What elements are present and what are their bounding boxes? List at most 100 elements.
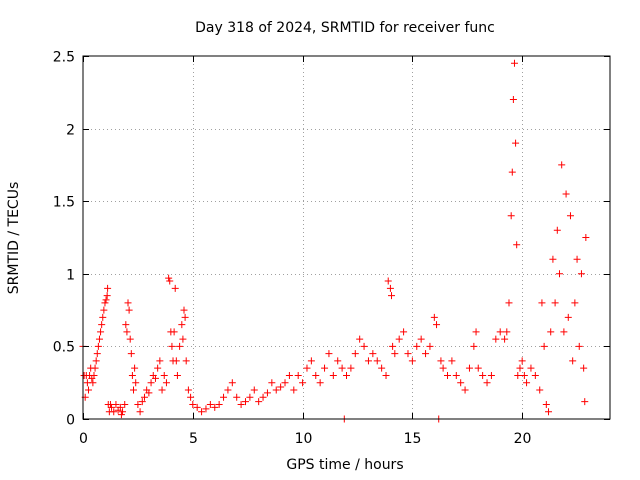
data-point <box>347 364 355 372</box>
data-point <box>303 364 311 372</box>
data-point <box>536 386 544 394</box>
data-point <box>162 379 170 387</box>
data-point <box>184 386 192 394</box>
data-point <box>520 371 528 379</box>
data-point <box>121 400 129 408</box>
data-point <box>334 357 342 365</box>
data-point <box>496 328 504 336</box>
data-point <box>564 313 572 321</box>
x-axis-label: GPS time / hours <box>286 457 403 473</box>
data-point <box>206 400 214 408</box>
data-point <box>329 371 337 379</box>
data-point <box>281 379 289 387</box>
data-point <box>413 342 421 350</box>
data-point <box>246 393 254 401</box>
y-axis-label: SRMTID / TECUs <box>6 182 22 295</box>
data-point <box>386 284 394 292</box>
data-point <box>215 400 223 408</box>
data-point <box>233 393 241 401</box>
y-tick-label: 0 <box>66 413 75 429</box>
data-point <box>531 371 539 379</box>
y-tick-label: 0.5 <box>53 340 75 356</box>
axis-ticks: 0 5 10 15 20 0 0.5 1 1.5 2 2.5 <box>53 50 610 447</box>
data-point <box>176 342 184 350</box>
data-point <box>154 364 162 372</box>
data-point <box>448 357 456 365</box>
data-point <box>128 371 136 379</box>
data-point <box>527 364 535 372</box>
data-point <box>92 357 100 365</box>
data-point <box>479 371 487 379</box>
data-point <box>147 379 155 387</box>
data-point <box>178 321 186 329</box>
data-point <box>202 405 210 413</box>
data-point <box>505 299 513 307</box>
x-tick-label: 5 <box>189 431 198 447</box>
data-point <box>170 328 178 336</box>
data-point <box>156 357 164 365</box>
data-point <box>573 255 581 263</box>
data-point <box>138 398 146 406</box>
data-point <box>382 371 390 379</box>
data-point <box>180 306 188 314</box>
data-point <box>160 371 168 379</box>
data-point <box>562 190 570 198</box>
data-point <box>338 364 346 372</box>
data-point <box>198 408 206 416</box>
data-point <box>100 306 108 314</box>
data-point <box>140 393 148 401</box>
data-point <box>193 403 201 411</box>
chart-title: Day 318 of 2024, SRMTID for receiver fun… <box>195 20 495 36</box>
data-point <box>388 292 396 300</box>
data-point <box>364 357 372 365</box>
data-point <box>168 342 176 350</box>
data-point <box>98 321 106 329</box>
data-point <box>433 321 441 329</box>
data-point <box>189 400 197 408</box>
data-point <box>549 255 557 263</box>
data-point <box>158 386 166 394</box>
data-point <box>501 335 509 343</box>
data-point <box>516 364 524 372</box>
data-point <box>241 398 249 406</box>
y-tick-label: 1.5 <box>53 195 75 211</box>
data-point <box>104 284 112 292</box>
x-tick-label: 0 <box>79 431 88 447</box>
data-point <box>272 386 280 394</box>
data-points <box>79 59 590 423</box>
data-point <box>91 364 99 372</box>
data-point <box>507 212 515 220</box>
data-point <box>122 321 130 329</box>
data-point <box>472 328 480 336</box>
data-point <box>582 234 590 241</box>
data-point <box>426 342 434 350</box>
data-point <box>422 350 430 358</box>
data-point <box>404 350 412 358</box>
data-point <box>89 379 97 387</box>
data-point <box>171 284 179 292</box>
data-point <box>545 408 553 416</box>
data-point <box>101 299 109 307</box>
data-point <box>439 364 447 372</box>
x-tick-label: 15 <box>404 431 422 447</box>
data-point <box>119 408 127 416</box>
data-point <box>461 386 469 394</box>
data-point <box>465 364 473 372</box>
data-point <box>259 393 267 401</box>
data-point <box>165 274 173 282</box>
data-point <box>285 371 293 379</box>
data-point <box>84 386 92 394</box>
data-point <box>181 313 189 321</box>
data-point <box>575 342 583 350</box>
data-point <box>356 335 364 343</box>
data-point <box>581 398 589 406</box>
grid-lines <box>83 56 610 419</box>
data-point <box>437 357 445 365</box>
data-point <box>373 357 381 365</box>
data-point <box>523 379 531 387</box>
data-point <box>474 364 482 372</box>
data-point <box>255 398 263 406</box>
data-point <box>124 299 132 307</box>
data-point <box>132 379 140 387</box>
